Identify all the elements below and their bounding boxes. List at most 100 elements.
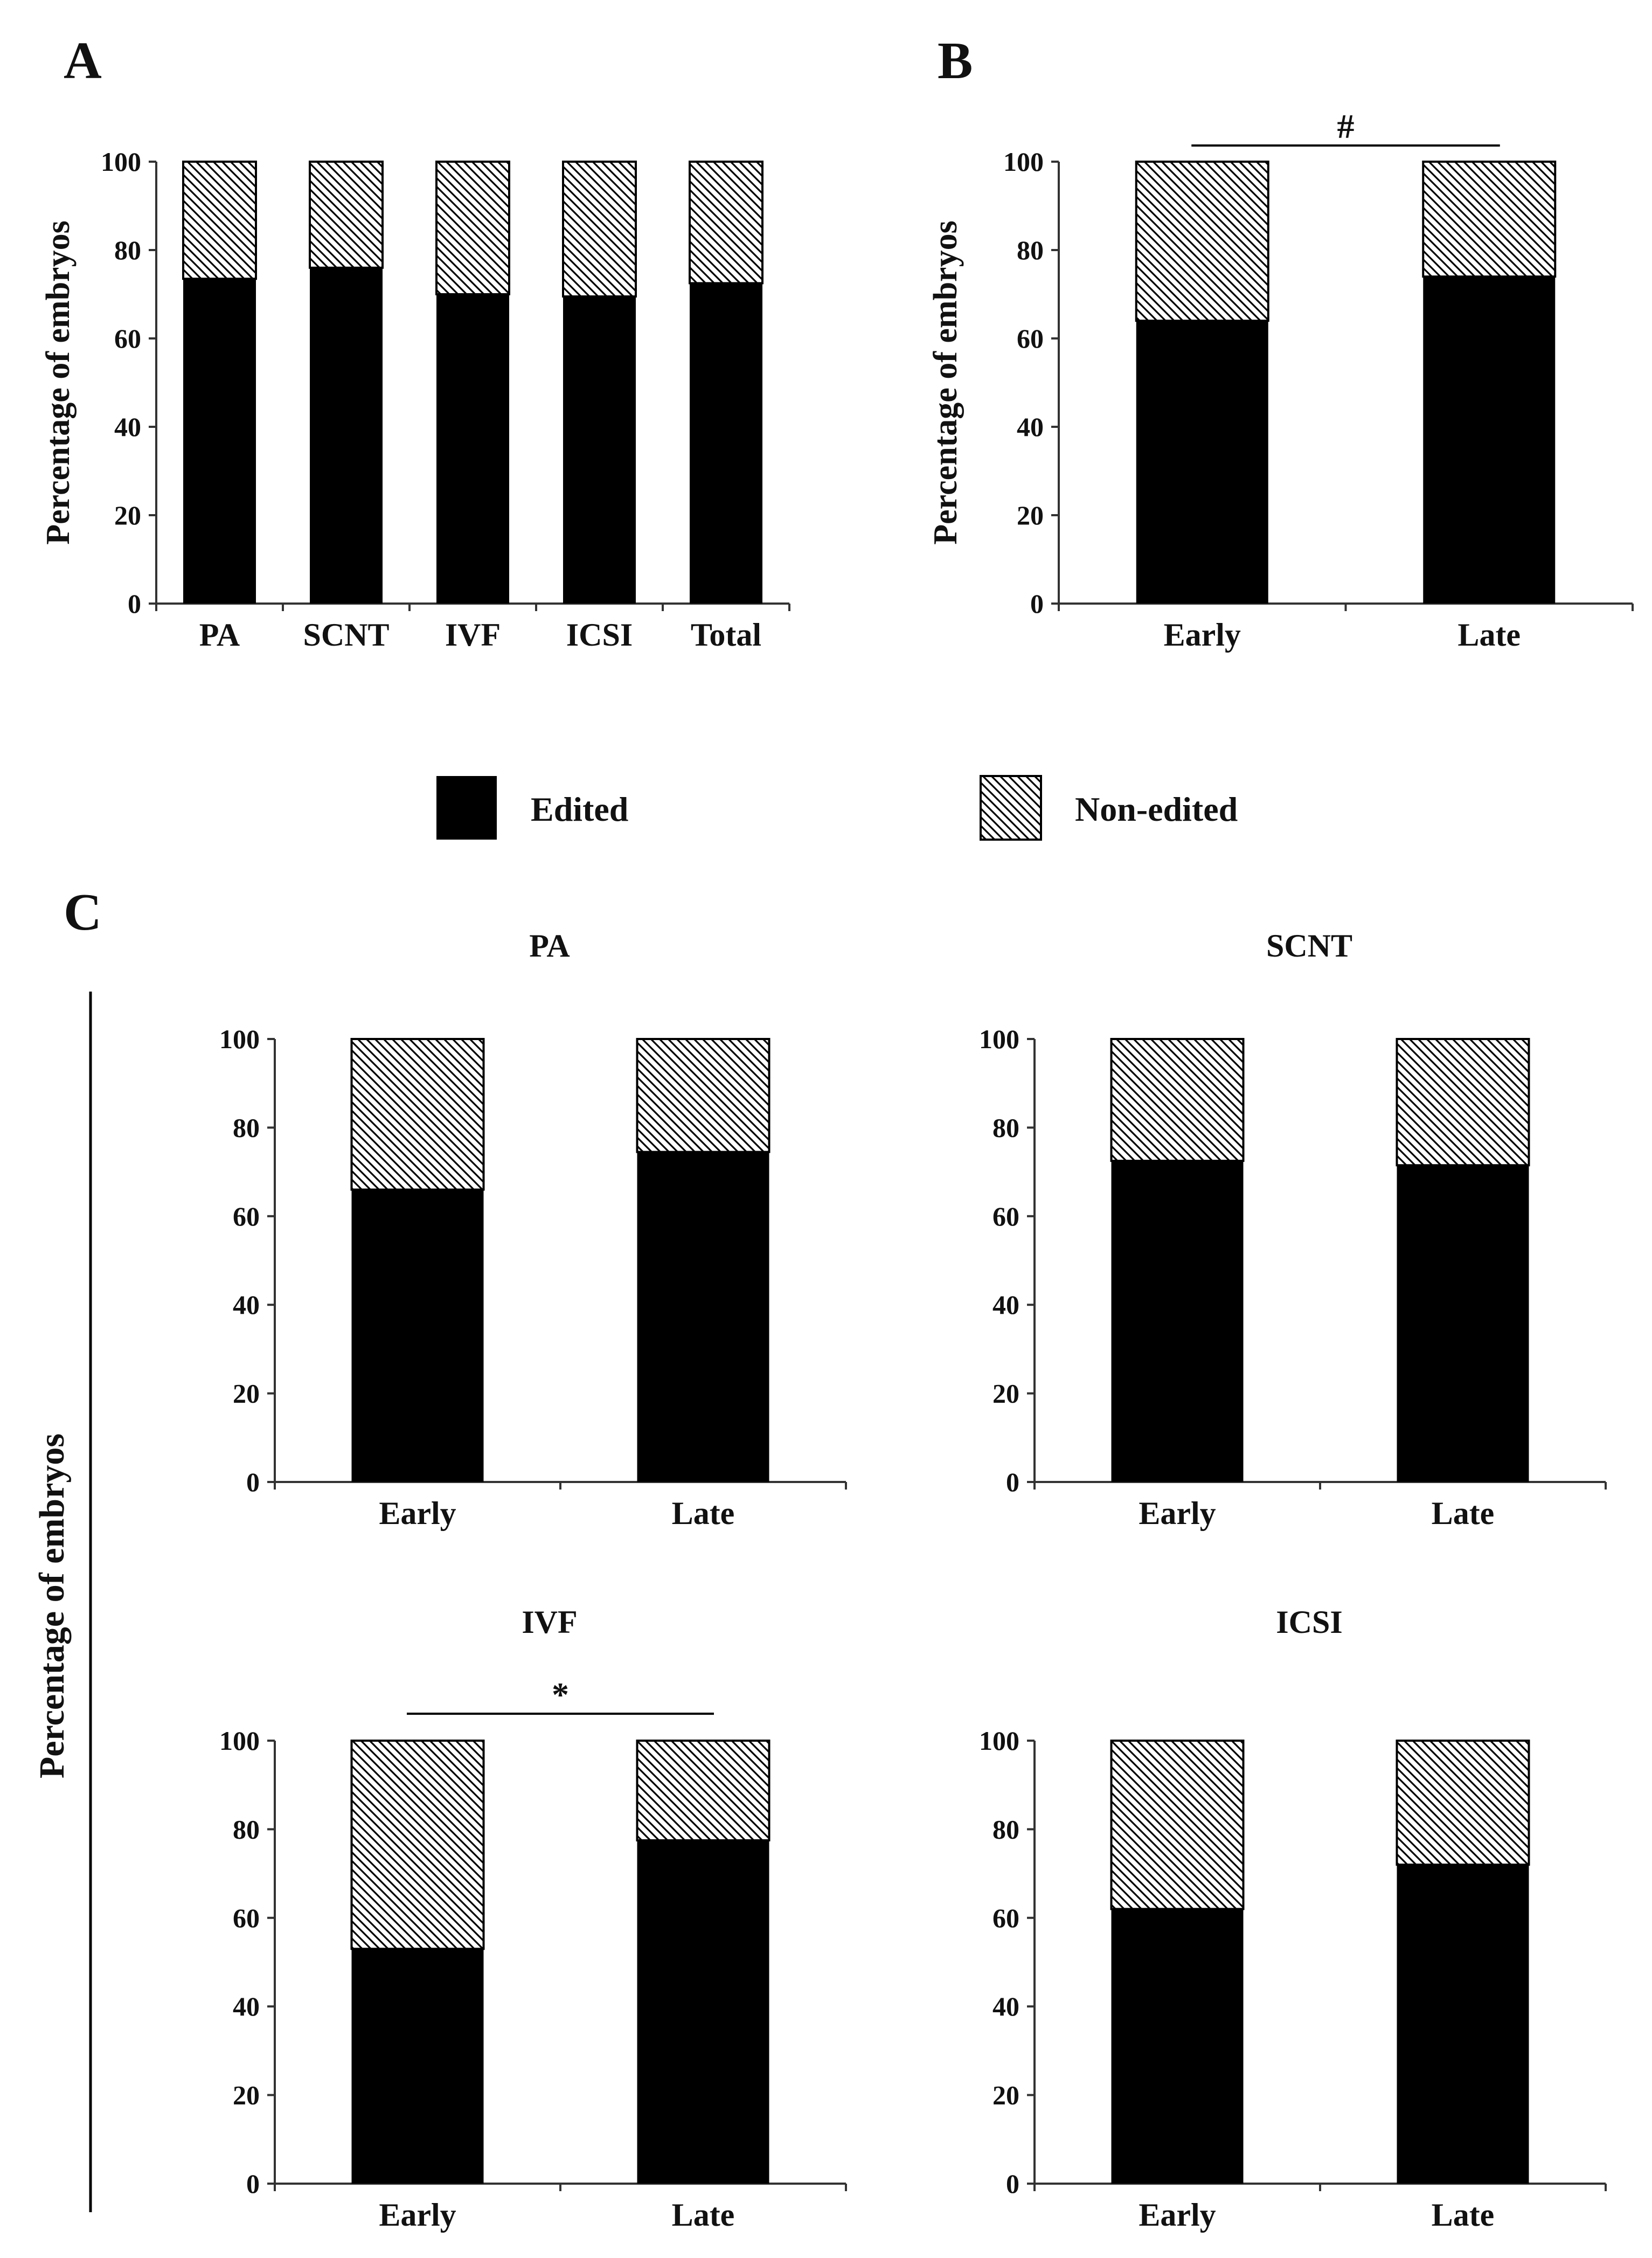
- y-tick-label-c-icsi: 20: [992, 2080, 1019, 2110]
- panel-label-a: A: [64, 32, 102, 90]
- y-axis-label-b: Percentage of embryos: [927, 220, 964, 544]
- chart-c-ivf: IVF 0 20 40 60 80 100 Early Late *: [219, 1604, 847, 2233]
- bar-edited-b-early: [1136, 321, 1268, 604]
- y-tick-label-c-pa: 80: [233, 1112, 260, 1142]
- panel-label-b: B: [938, 32, 973, 90]
- y-tick-label-c-ivf: 40: [233, 1991, 260, 2021]
- y-tick-label-c-pa: 40: [233, 1290, 260, 1320]
- y-tick-label-c-icsi: 60: [992, 1903, 1019, 1933]
- y-tick-label-c-scnt: 40: [992, 1290, 1019, 1320]
- chart-title-c-ivf: IVF: [522, 1604, 577, 1640]
- chart-c-pa: PA 0 20 40 60 80 100 Early Late: [219, 928, 847, 1531]
- bar-edited-c-ivf-late: [637, 1840, 769, 2184]
- y-tick-label-c-ivf: 0: [246, 2169, 260, 2199]
- legend: Edited Non-edited: [436, 775, 1238, 841]
- x-tick-label-c-ivf-late: Late: [672, 2197, 735, 2233]
- chart-title-c-pa: PA: [529, 928, 570, 964]
- bar-non-edited-a-scnt: [309, 161, 384, 269]
- bar-non-edited-c-icsi-late: [1396, 1740, 1530, 1866]
- bar-edited-c-icsi-late: [1397, 1865, 1529, 2184]
- y-tick-label-c-pa: 0: [246, 1467, 260, 1497]
- significance-marker-c-ivf: *: [552, 1675, 569, 1714]
- x-tick-label-c-icsi-late: Late: [1432, 2197, 1495, 2233]
- panel-c-ylabel: Percentage of embryos: [32, 1433, 72, 1778]
- y-tick-label-c-scnt: 0: [1006, 1467, 1019, 1497]
- bar-non-edited-b-late: [1422, 161, 1557, 278]
- x-tick-label-a-total: Total: [691, 617, 761, 653]
- y-tick-label-a: 100: [101, 147, 141, 177]
- y-tick-label-c-icsi: 0: [1006, 2169, 1019, 2199]
- bar-edited-a-scnt: [310, 267, 383, 604]
- chart-a: Percentage of embryos 0 20 40 60 80 100 PA SCNT I…: [40, 147, 790, 653]
- y-tick-label-c-icsi: 80: [992, 1814, 1019, 1844]
- legend-label-non-edited: Non-edited: [1075, 790, 1238, 828]
- bar-non-edited-c-scnt-late: [1396, 1038, 1530, 1167]
- x-tick-label-a-ivf: IVF: [445, 617, 501, 653]
- bar-non-edited-a-ivf: [435, 161, 510, 295]
- bar-edited-a-total: [690, 283, 762, 604]
- bar-edited-a-ivf: [436, 294, 509, 604]
- x-tick-label-c-ivf-early: Early: [379, 2197, 456, 2233]
- legend-label-edited: Edited: [531, 790, 628, 828]
- y-tick-label-b: 80: [1017, 235, 1044, 265]
- y-tick-label-b: 100: [1003, 147, 1044, 177]
- y-tick-label-b: 0: [1030, 588, 1044, 619]
- y-tick-label-b: 60: [1017, 323, 1044, 354]
- x-tick-label-c-pa-early: Early: [379, 1495, 456, 1531]
- x-tick-label-a-pa: PA: [199, 617, 240, 653]
- x-tick-label-c-icsi-early: Early: [1139, 2197, 1216, 2233]
- chart-title-c-icsi: ICSI: [1276, 1604, 1342, 1640]
- y-tick-label-c-ivf: 60: [233, 1903, 260, 1933]
- bar-edited-c-pa-late: [637, 1152, 769, 1482]
- bar-non-edited-a-pa: [182, 161, 257, 280]
- bar-edited-c-pa-early: [351, 1189, 484, 1482]
- bar-non-edited-b-early: [1135, 161, 1269, 322]
- legend-swatch-edited: [436, 776, 497, 840]
- y-tick-label-b: 40: [1017, 412, 1044, 442]
- y-tick-label-c-icsi: 40: [992, 1991, 1019, 2021]
- panel-label-c: C: [64, 883, 102, 941]
- bar-edited-a-icsi: [563, 296, 636, 604]
- x-tick-label-b-early: Early: [1164, 617, 1241, 653]
- y-tick-label-c-ivf: 100: [219, 1726, 260, 1756]
- x-tick-label-c-scnt-late: Late: [1432, 1495, 1495, 1531]
- bar-non-edited-c-pa-early: [350, 1038, 485, 1191]
- bar-edited-c-scnt-early: [1111, 1161, 1244, 1482]
- chart-c-icsi: ICSI 0 20 40 60 80 100 Early Late: [979, 1604, 1607, 2233]
- y-axis-label-a: Percentage of embryos: [40, 220, 77, 544]
- y-tick-label-c-scnt: 20: [992, 1379, 1019, 1409]
- y-tick-label-a: 0: [128, 588, 141, 619]
- x-tick-label-b-late: Late: [1457, 617, 1521, 653]
- y-tick-label-c-scnt: 80: [992, 1112, 1019, 1142]
- y-tick-label-a: 20: [114, 500, 141, 530]
- bar-edited-c-scnt-late: [1397, 1165, 1529, 1482]
- x-tick-label-c-pa-late: Late: [672, 1495, 735, 1531]
- bar-non-edited-c-ivf-early: [350, 1740, 485, 1950]
- y-tick-label-a: 40: [114, 412, 141, 442]
- bar-non-edited-c-ivf-late: [636, 1740, 771, 1841]
- x-tick-label-a-icsi: ICSI: [566, 617, 633, 653]
- y-tick-label-a: 60: [114, 323, 141, 354]
- significance-marker-b: #: [1337, 107, 1355, 146]
- bar-non-edited-c-scnt-early: [1110, 1038, 1245, 1162]
- y-tick-label-c-pa: 60: [233, 1201, 260, 1231]
- chart-b: Percentage of embryos 0 20 40 60 80 100 Early La…: [927, 107, 1634, 653]
- x-tick-label-c-scnt-early: Early: [1139, 1495, 1216, 1531]
- bar-edited-c-ivf-early: [351, 1949, 484, 2184]
- bar-edited-b-late: [1423, 276, 1556, 604]
- y-tick-label-c-pa: 20: [233, 1379, 260, 1409]
- bar-edited-a-pa: [183, 279, 256, 604]
- y-tick-label-a: 80: [114, 235, 141, 265]
- y-tick-label-c-scnt: 100: [979, 1024, 1019, 1054]
- chart-c-scnt: SCNT 0 20 40 60 80 100 Early Late: [979, 928, 1607, 1531]
- y-tick-label-c-icsi: 100: [979, 1726, 1019, 1756]
- y-tick-label-c-pa: 100: [219, 1024, 260, 1054]
- bar-non-edited-c-icsi-early: [1110, 1740, 1245, 1910]
- y-tick-label-c-ivf: 20: [233, 2080, 260, 2110]
- legend-swatch-non-edited: [980, 775, 1042, 841]
- bar-edited-c-icsi-early: [1111, 1909, 1244, 2184]
- chart-title-c-scnt: SCNT: [1266, 928, 1352, 964]
- y-tick-label-c-scnt: 60: [992, 1201, 1019, 1231]
- x-tick-label-a-scnt: SCNT: [303, 617, 389, 653]
